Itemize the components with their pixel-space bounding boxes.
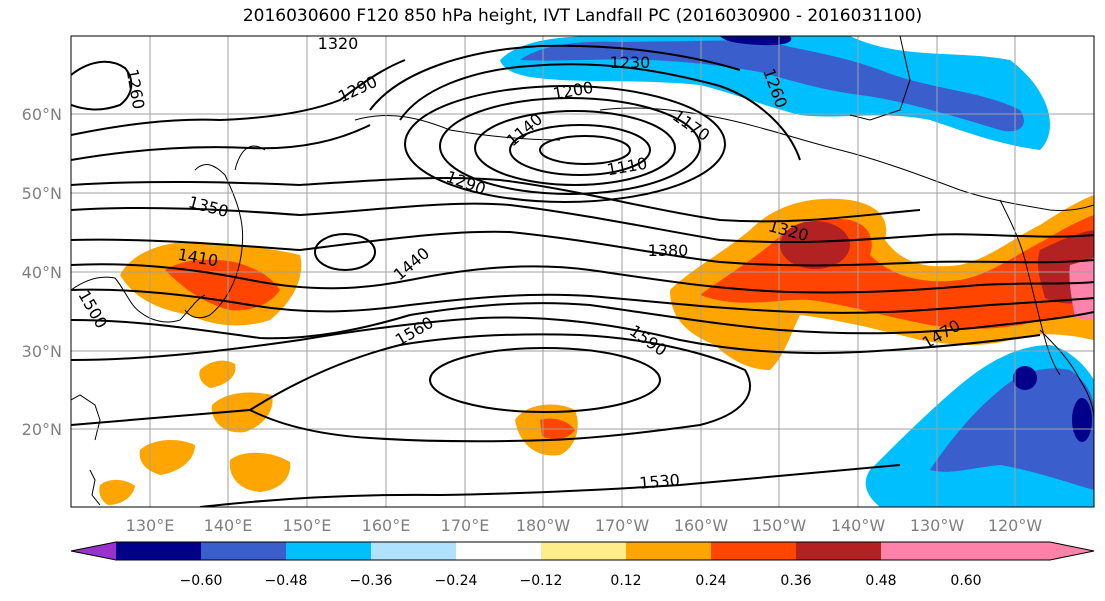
colorbar-segment <box>286 542 371 560</box>
colorbar-segment <box>626 542 711 560</box>
colorbar-tick: 0.36 <box>780 573 811 589</box>
lat-label: 60°N <box>22 105 62 124</box>
lat-label: 20°N <box>22 420 62 439</box>
contour-label: 1530 <box>638 470 680 492</box>
lon-label: 160°E <box>362 516 411 535</box>
lon-label: 150°E <box>283 516 332 535</box>
colorbar-tick: 0.12 <box>610 573 641 589</box>
lon-label: 150°W <box>752 516 807 535</box>
lon-label: 140°W <box>831 516 886 535</box>
colorbar-tick: −0.12 <box>520 573 563 589</box>
lon-label: 130°W <box>910 516 965 535</box>
colorbar-tick: 0.48 <box>865 573 896 589</box>
colorbar-segment <box>371 542 456 560</box>
colorbar-segment <box>966 542 1050 560</box>
lat-label: 30°N <box>22 342 62 361</box>
lon-label: 170°E <box>441 516 490 535</box>
colorbar-segment <box>711 542 796 560</box>
contour-label: 1380 <box>648 241 689 260</box>
lon-label: 160°W <box>674 516 729 535</box>
latitude-labels: 60°N 50°N 40°N 30°N 20°N <box>22 105 62 439</box>
colorbar-segment <box>541 542 626 560</box>
lon-label: 130°E <box>126 516 175 535</box>
lat-label: 40°N <box>22 263 62 282</box>
colorbar-extend-low <box>71 542 116 560</box>
map-frame <box>70 35 1095 508</box>
colorbar-tick: −0.24 <box>435 573 478 589</box>
colorbar-tick: −0.48 <box>265 573 308 589</box>
colorbar-tick: 0.24 <box>695 573 726 589</box>
colorbar-segment <box>116 542 201 560</box>
height-contours <box>71 44 1094 507</box>
colorbar-segment <box>881 542 966 560</box>
lat-label: 50°N <box>22 184 62 203</box>
colorbar-tick: 0.60 <box>950 573 981 589</box>
lon-label: 180°W <box>516 516 571 535</box>
lon-label: 140°E <box>204 516 253 535</box>
colorbar-segment <box>456 542 541 560</box>
contour-label: 1320 <box>318 34 359 53</box>
colorbar: −0.60 −0.48 −0.36 −0.24 −0.12 0.12 0.24 … <box>70 541 1095 589</box>
colorbar-segment <box>796 542 881 560</box>
colorbar-extend-high <box>1050 542 1094 560</box>
longitude-labels: 130°E 140°E 150°E 160°E 170°E 180°W 170°… <box>126 516 1043 535</box>
lon-label: 170°W <box>595 516 650 535</box>
colorbar-tick: −0.60 <box>180 573 223 589</box>
map-title: 2016030600 F120 850 hPa height, IVT Land… <box>242 6 923 26</box>
colorbar-tick: −0.36 <box>350 573 393 589</box>
lon-label: 120°W <box>988 516 1043 535</box>
colorbar-segment <box>201 542 286 560</box>
contour-label: 1230 <box>610 53 651 72</box>
